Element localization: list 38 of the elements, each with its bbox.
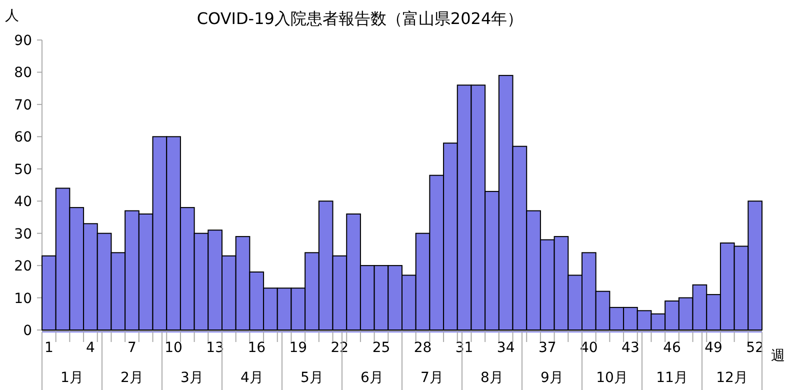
x-tick-label: 46 — [663, 340, 681, 356]
x-tick-label: 34 — [496, 340, 515, 356]
x-tick-label: 1 — [44, 340, 54, 356]
y-tick-label: 90 — [14, 33, 32, 49]
text: 1月 — [60, 370, 84, 386]
x-tick-label: 10 — [164, 340, 182, 356]
x-tick-label: 25 — [372, 340, 390, 356]
text: 5月 — [300, 370, 324, 386]
x-axis-title: 週 — [771, 348, 785, 364]
y-tick-label: 20 — [14, 258, 32, 275]
x-tick-label: 37 — [538, 340, 556, 356]
y-tick-label: 60 — [14, 130, 32, 146]
x-tick-label: 43 — [622, 340, 640, 356]
x-tick-label: 16 — [248, 340, 266, 356]
y-tick-label: 10 — [14, 290, 32, 307]
y-tick-label: 50 — [14, 162, 32, 178]
x-tick-label: 49 — [704, 340, 722, 356]
y-tick-label: 30 — [14, 226, 32, 242]
chart-title: COVID-19入院患者報告数（富山県2024年） — [196, 9, 524, 28]
text: 3月 — [180, 370, 204, 386]
y-tick-label: 0 — [23, 323, 32, 339]
text: 4月 — [240, 370, 264, 386]
text: 7月 — [420, 370, 444, 386]
y-tick-label: 80 — [14, 65, 32, 82]
y-axis-title: 人 — [5, 8, 19, 24]
text: 10月 — [596, 370, 628, 386]
y-tick-label: 40 — [14, 194, 32, 210]
text: 8月 — [480, 370, 504, 386]
y-tick-label: 70 — [14, 97, 32, 114]
x-tick-label: 28 — [414, 340, 432, 356]
text: 12月 — [716, 370, 748, 386]
text: 2月 — [120, 370, 144, 386]
x-tick-label: 4 — [86, 340, 95, 356]
text: 6月 — [360, 370, 384, 386]
x-tick-label: 19 — [289, 340, 308, 356]
text: 11月 — [656, 370, 688, 386]
x-tick-label: 7 — [128, 340, 136, 356]
text: 9月 — [540, 370, 564, 386]
